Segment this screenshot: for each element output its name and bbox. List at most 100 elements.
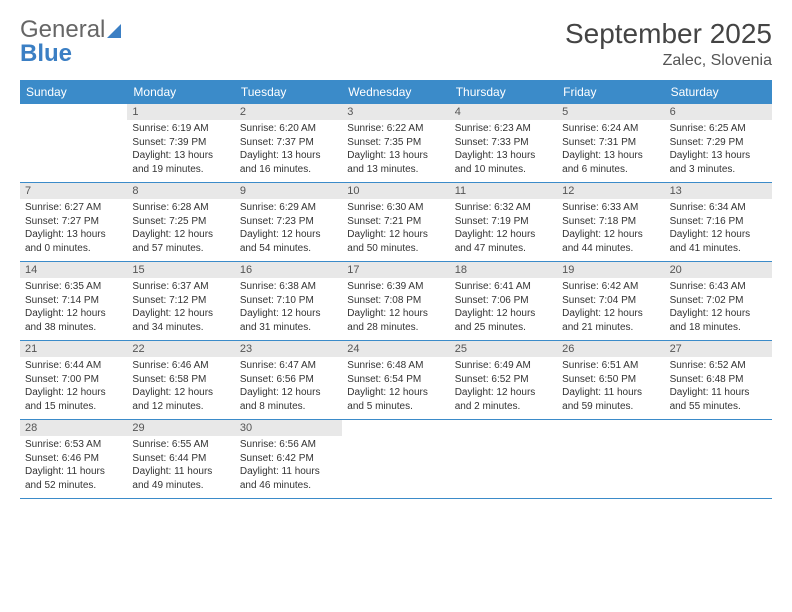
sunrise-text: Sunrise: 6:48 AM — [347, 359, 444, 373]
calendar-cell: 3Sunrise: 6:22 AMSunset: 7:35 PMDaylight… — [342, 104, 449, 182]
sunrise-text: Sunrise: 6:37 AM — [132, 280, 229, 294]
day-number: 10 — [342, 183, 449, 199]
calendar-cell: 7Sunrise: 6:27 AMSunset: 7:27 PMDaylight… — [20, 183, 127, 261]
day-number: 12 — [557, 183, 664, 199]
cell-body: Sunrise: 6:33 AMSunset: 7:18 PMDaylight:… — [557, 199, 664, 259]
daylight-text: Daylight: 11 hours and 46 minutes. — [240, 465, 337, 492]
sunset-text: Sunset: 7:23 PM — [240, 215, 337, 229]
daylight-text: Daylight: 12 hours and 8 minutes. — [240, 386, 337, 413]
page-title: September 2025 — [565, 18, 772, 50]
sunset-text: Sunset: 6:58 PM — [132, 373, 229, 387]
sunset-text: Sunset: 6:52 PM — [455, 373, 552, 387]
daylight-text: Daylight: 12 hours and 21 minutes. — [562, 307, 659, 334]
daylight-text: Daylight: 13 hours and 3 minutes. — [670, 149, 767, 176]
calendar-cell: 23Sunrise: 6:47 AMSunset: 6:56 PMDayligh… — [235, 341, 342, 419]
calendar-cell: 18Sunrise: 6:41 AMSunset: 7:06 PMDayligh… — [450, 262, 557, 340]
calendar-cell: 24Sunrise: 6:48 AMSunset: 6:54 PMDayligh… — [342, 341, 449, 419]
sunset-text: Sunset: 6:50 PM — [562, 373, 659, 387]
day-number: 5 — [557, 104, 664, 120]
day-number: 9 — [235, 183, 342, 199]
day-number: 22 — [127, 341, 234, 357]
calendar-cell — [665, 420, 772, 498]
day-number: 21 — [20, 341, 127, 357]
sunset-text: Sunset: 7:00 PM — [25, 373, 122, 387]
sunrise-text: Sunrise: 6:41 AM — [455, 280, 552, 294]
calendar-week: 14Sunrise: 6:35 AMSunset: 7:14 PMDayligh… — [20, 262, 772, 341]
daylight-text: Daylight: 12 hours and 38 minutes. — [25, 307, 122, 334]
sunrise-text: Sunrise: 6:46 AM — [132, 359, 229, 373]
calendar-cell: 22Sunrise: 6:46 AMSunset: 6:58 PMDayligh… — [127, 341, 234, 419]
cell-body: Sunrise: 6:52 AMSunset: 6:48 PMDaylight:… — [665, 357, 772, 417]
day-number: 20 — [665, 262, 772, 278]
cell-body: Sunrise: 6:53 AMSunset: 6:46 PMDaylight:… — [20, 436, 127, 496]
day-number — [557, 420, 664, 424]
cell-body: Sunrise: 6:19 AMSunset: 7:39 PMDaylight:… — [127, 120, 234, 180]
weekday-label: Wednesday — [342, 80, 449, 104]
cell-body: Sunrise: 6:23 AMSunset: 7:33 PMDaylight:… — [450, 120, 557, 180]
cell-body: Sunrise: 6:28 AMSunset: 7:25 PMDaylight:… — [127, 199, 234, 259]
calendar-cell: 1Sunrise: 6:19 AMSunset: 7:39 PMDaylight… — [127, 104, 234, 182]
cell-body: Sunrise: 6:47 AMSunset: 6:56 PMDaylight:… — [235, 357, 342, 417]
calendar-cell: 26Sunrise: 6:51 AMSunset: 6:50 PMDayligh… — [557, 341, 664, 419]
sunset-text: Sunset: 6:46 PM — [25, 452, 122, 466]
day-number: 19 — [557, 262, 664, 278]
brand-triangle-icon — [107, 24, 121, 38]
day-number — [665, 420, 772, 424]
cell-body: Sunrise: 6:24 AMSunset: 7:31 PMDaylight:… — [557, 120, 664, 180]
calendar-cell: 2Sunrise: 6:20 AMSunset: 7:37 PMDaylight… — [235, 104, 342, 182]
sunset-text: Sunset: 7:25 PM — [132, 215, 229, 229]
cell-body: Sunrise: 6:41 AMSunset: 7:06 PMDaylight:… — [450, 278, 557, 338]
daylight-text: Daylight: 12 hours and 34 minutes. — [132, 307, 229, 334]
sunrise-text: Sunrise: 6:43 AM — [670, 280, 767, 294]
sunset-text: Sunset: 7:02 PM — [670, 294, 767, 308]
day-number: 4 — [450, 104, 557, 120]
daylight-text: Daylight: 12 hours and 2 minutes. — [455, 386, 552, 413]
daylight-text: Daylight: 13 hours and 13 minutes. — [347, 149, 444, 176]
cell-body: Sunrise: 6:32 AMSunset: 7:19 PMDaylight:… — [450, 199, 557, 259]
daylight-text: Daylight: 12 hours and 31 minutes. — [240, 307, 337, 334]
daylight-text: Daylight: 13 hours and 0 minutes. — [25, 228, 122, 255]
day-number: 2 — [235, 104, 342, 120]
sunrise-text: Sunrise: 6:44 AM — [25, 359, 122, 373]
sunrise-text: Sunrise: 6:53 AM — [25, 438, 122, 452]
sunrise-text: Sunrise: 6:42 AM — [562, 280, 659, 294]
cell-body: Sunrise: 6:55 AMSunset: 6:44 PMDaylight:… — [127, 436, 234, 496]
cell-body: Sunrise: 6:43 AMSunset: 7:02 PMDaylight:… — [665, 278, 772, 338]
sunset-text: Sunset: 6:42 PM — [240, 452, 337, 466]
sunset-text: Sunset: 7:33 PM — [455, 136, 552, 150]
calendar-page: General Blue September 2025 Zalec, Slove… — [0, 0, 792, 517]
calendar-cell: 10Sunrise: 6:30 AMSunset: 7:21 PMDayligh… — [342, 183, 449, 261]
title-block: September 2025 Zalec, Slovenia — [565, 18, 772, 70]
sunrise-text: Sunrise: 6:56 AM — [240, 438, 337, 452]
day-number: 27 — [665, 341, 772, 357]
day-number: 15 — [127, 262, 234, 278]
sunrise-text: Sunrise: 6:22 AM — [347, 122, 444, 136]
sunset-text: Sunset: 7:12 PM — [132, 294, 229, 308]
calendar-cell: 20Sunrise: 6:43 AMSunset: 7:02 PMDayligh… — [665, 262, 772, 340]
calendar-cell: 29Sunrise: 6:55 AMSunset: 6:44 PMDayligh… — [127, 420, 234, 498]
brand-logo: General Blue — [20, 18, 121, 66]
day-number: 16 — [235, 262, 342, 278]
daylight-text: Daylight: 12 hours and 44 minutes. — [562, 228, 659, 255]
sunset-text: Sunset: 7:19 PM — [455, 215, 552, 229]
sunrise-text: Sunrise: 6:47 AM — [240, 359, 337, 373]
calendar-week: 28Sunrise: 6:53 AMSunset: 6:46 PMDayligh… — [20, 420, 772, 499]
weekday-label: Saturday — [665, 80, 772, 104]
sunrise-text: Sunrise: 6:35 AM — [25, 280, 122, 294]
day-number: 13 — [665, 183, 772, 199]
cell-body: Sunrise: 6:46 AMSunset: 6:58 PMDaylight:… — [127, 357, 234, 417]
daylight-text: Daylight: 12 hours and 28 minutes. — [347, 307, 444, 334]
calendar-cell: 5Sunrise: 6:24 AMSunset: 7:31 PMDaylight… — [557, 104, 664, 182]
cell-body: Sunrise: 6:34 AMSunset: 7:16 PMDaylight:… — [665, 199, 772, 259]
sunrise-text: Sunrise: 6:24 AM — [562, 122, 659, 136]
daylight-text: Daylight: 12 hours and 12 minutes. — [132, 386, 229, 413]
day-number: 11 — [450, 183, 557, 199]
day-number: 14 — [20, 262, 127, 278]
weekday-label: Monday — [127, 80, 234, 104]
cell-body: Sunrise: 6:56 AMSunset: 6:42 PMDaylight:… — [235, 436, 342, 496]
day-number: 25 — [450, 341, 557, 357]
sunrise-text: Sunrise: 6:32 AM — [455, 201, 552, 215]
sunset-text: Sunset: 7:37 PM — [240, 136, 337, 150]
calendar-cell — [342, 420, 449, 498]
calendar-cell: 19Sunrise: 6:42 AMSunset: 7:04 PMDayligh… — [557, 262, 664, 340]
